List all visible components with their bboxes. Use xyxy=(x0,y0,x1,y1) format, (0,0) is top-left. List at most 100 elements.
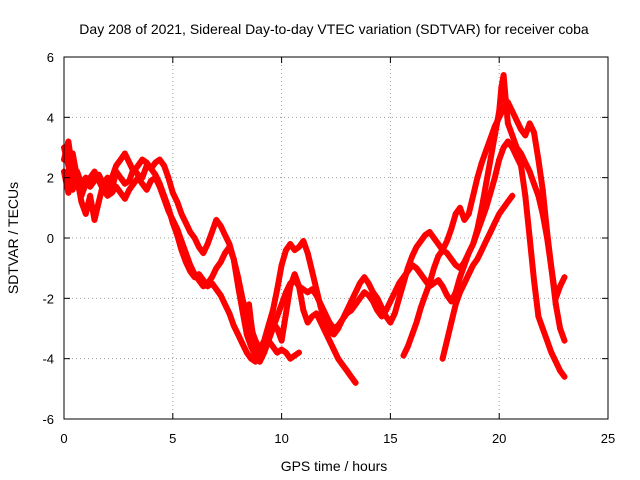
data-point xyxy=(204,280,211,287)
axis-ticks: 0 5 10 15 20 25 -6 -4 -2 0 2 4 6 xyxy=(42,50,615,446)
data-point xyxy=(91,216,98,223)
data-point xyxy=(361,274,368,281)
data-point xyxy=(152,159,159,166)
data-point xyxy=(374,307,381,314)
data-point xyxy=(452,301,459,308)
data-point xyxy=(352,289,359,296)
data-point xyxy=(500,72,507,79)
data-point xyxy=(470,241,477,248)
data-point xyxy=(304,250,311,257)
data-point xyxy=(300,307,307,314)
data-point xyxy=(552,295,559,302)
data-point xyxy=(517,162,524,169)
data-point xyxy=(213,265,220,272)
data-point xyxy=(535,156,542,163)
data-point xyxy=(130,180,137,187)
data-point xyxy=(278,301,285,308)
data-point xyxy=(513,117,520,124)
data-point xyxy=(522,192,529,199)
data-point xyxy=(287,280,294,287)
data-point xyxy=(443,238,450,245)
data-point xyxy=(369,289,376,296)
data-point xyxy=(161,162,168,169)
data-point xyxy=(417,238,424,245)
series-pass-4 xyxy=(245,99,568,356)
data-point xyxy=(496,210,503,217)
x-tick-label: 0 xyxy=(60,431,67,446)
data-point xyxy=(74,180,81,187)
data-point xyxy=(474,225,481,232)
y-tick-label: 0 xyxy=(47,231,54,246)
data-point xyxy=(430,235,437,241)
data-point xyxy=(95,198,102,205)
data-point xyxy=(269,307,276,314)
data-point xyxy=(239,307,246,314)
y-tick-label: 4 xyxy=(47,110,54,125)
data-point xyxy=(457,289,464,296)
data-point xyxy=(165,207,172,214)
data-point xyxy=(483,147,490,154)
data-point xyxy=(502,96,509,103)
x-axis-label: GPS time / hours xyxy=(281,458,388,474)
data-point xyxy=(491,132,498,139)
data-point xyxy=(300,286,307,293)
data-point xyxy=(296,244,303,251)
data-point xyxy=(422,277,429,284)
data-point xyxy=(539,186,546,193)
data-point xyxy=(182,219,189,226)
y-tick-label: -6 xyxy=(42,412,54,427)
data-point xyxy=(478,204,485,211)
data-point xyxy=(513,144,520,151)
data-point xyxy=(448,256,455,263)
data-point xyxy=(356,295,363,302)
data-point xyxy=(291,271,298,278)
data-point xyxy=(504,198,511,205)
data-point xyxy=(504,138,511,145)
data-point xyxy=(174,225,181,232)
x-tick-label: 15 xyxy=(383,431,397,446)
data-point xyxy=(348,298,355,305)
data-point xyxy=(226,244,233,251)
data-point xyxy=(365,292,372,299)
data-point xyxy=(496,108,503,115)
data-point xyxy=(156,156,163,163)
data-point xyxy=(491,174,498,181)
data-point xyxy=(361,289,368,296)
data-point xyxy=(365,280,372,287)
data-point xyxy=(104,192,111,199)
y-tick-label: -4 xyxy=(42,352,54,367)
x-tick-label: 20 xyxy=(492,431,506,446)
data-point xyxy=(439,247,446,254)
data-point xyxy=(330,331,337,338)
data-point xyxy=(226,310,233,317)
data-point xyxy=(557,283,564,290)
data-point xyxy=(208,228,215,235)
data-point xyxy=(457,274,464,281)
data-point xyxy=(483,180,490,187)
data-point xyxy=(178,238,185,245)
data-point xyxy=(313,310,320,317)
data-point xyxy=(134,162,141,169)
data-point xyxy=(278,337,285,344)
data-point xyxy=(134,174,141,181)
data-point xyxy=(404,265,411,272)
data-point xyxy=(443,292,450,299)
y-tick-label: 6 xyxy=(47,50,54,65)
data-point xyxy=(391,310,398,317)
data-point xyxy=(443,250,450,257)
data-point xyxy=(426,280,433,287)
data-point xyxy=(487,228,494,235)
data-point xyxy=(143,159,150,166)
data-point xyxy=(535,192,542,199)
data-point xyxy=(113,183,120,190)
data-point xyxy=(343,307,350,314)
data-point xyxy=(561,274,568,281)
data-point xyxy=(178,210,185,217)
data-point xyxy=(526,120,533,127)
data-point xyxy=(235,283,242,290)
data-point xyxy=(208,274,215,281)
data-point xyxy=(254,349,261,356)
data-point xyxy=(439,355,446,362)
data-point xyxy=(422,231,429,238)
